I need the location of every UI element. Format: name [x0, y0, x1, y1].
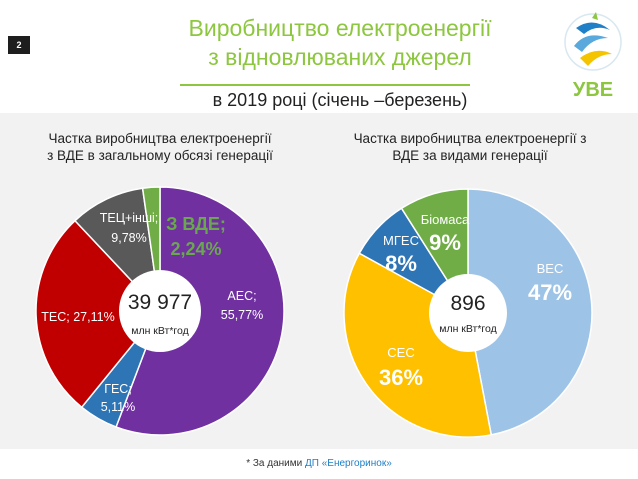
chart1-label-4: З ВДЕ; [166, 214, 226, 234]
chart1-value-label-3: 9,78% [111, 231, 146, 245]
title-line-2: з відновлюваних джерел [208, 44, 472, 70]
chart2-title-line-1: Частка виробництва електроенергії з [353, 131, 587, 146]
chart1-center-hole [119, 270, 201, 352]
chart2-label-0: ВЕС [537, 261, 564, 276]
title-underline [180, 84, 470, 86]
chart2-title: Частка виробництва електроенергії з ВДЕ … [320, 130, 620, 164]
chart1-title-line-2: з ВДЕ в загальному обсязі генерації [47, 148, 273, 163]
chart1-label-3: ТЕЦ+інші; [100, 211, 158, 225]
chart2-center-hole [429, 274, 507, 352]
chart2-value-label-1: 36% [379, 365, 423, 390]
chart2-title-line-2: ВДЕ за видами генерації [392, 148, 548, 163]
chart1-label-1: ГЕС; [104, 382, 132, 396]
footer-note: * За даними ДП «Енергоринок» [0, 458, 638, 469]
chart2-value-label-2: 8% [385, 251, 417, 276]
chart2-value-label-3: 9% [429, 230, 461, 255]
footer-source: ДП «Енергоринок» [305, 458, 392, 469]
chart2-value-label-0: 47% [528, 280, 572, 305]
uve-logo: УВЕ [564, 12, 622, 101]
chart1-label-2: ТЕС; 27,11% [41, 310, 114, 324]
chart1-center-value: 39 977 [128, 291, 192, 314]
page-title: Виробництво електроенергії з відновлюван… [140, 14, 540, 72]
chart2-center-value: 896 [450, 292, 485, 315]
logo-text: УВЕ [573, 79, 613, 101]
chart1-title-line-1: Частка виробництва електроенергії [48, 131, 272, 146]
chart2-center-unit: млн кВт*год [439, 323, 497, 335]
title-line-1: Виробництво електроенергії [188, 15, 492, 41]
chart2-slice-0 [467, 188, 593, 436]
chart1-center-unit: млн кВт*год [131, 325, 189, 337]
chart2-label-1: СЕС [387, 345, 414, 360]
chart1-label-0: АЕС; [227, 289, 256, 303]
chart2-label-3: Біомаса [421, 212, 470, 227]
chart1-title: Частка виробництва електроенергії з ВДЕ … [15, 130, 305, 164]
chart1-value-label-0: 55,77% [221, 308, 263, 322]
chart2-label-2: МГЕС [383, 233, 419, 248]
chart2-slice-1 [343, 252, 493, 438]
chart1-value-label-1: 5,11% [101, 400, 136, 414]
chart1-slice-2 [35, 219, 161, 409]
chart1-value-label-4: 2,24% [170, 239, 221, 259]
page-number: 2 [8, 36, 30, 54]
page-subtitle: в 2019 році (січень –березень) [212, 90, 468, 110]
footer-prefix: * За даними [246, 458, 305, 469]
